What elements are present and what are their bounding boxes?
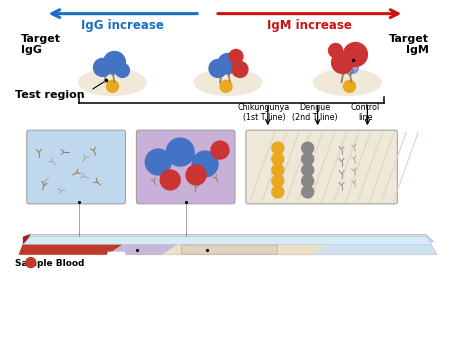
Circle shape xyxy=(26,258,36,268)
Circle shape xyxy=(272,175,284,187)
Text: Sample Blood: Sample Blood xyxy=(15,259,84,268)
Circle shape xyxy=(302,153,314,165)
Polygon shape xyxy=(115,252,117,255)
Circle shape xyxy=(302,142,314,154)
Circle shape xyxy=(343,42,367,66)
Polygon shape xyxy=(120,252,122,255)
Polygon shape xyxy=(19,245,122,255)
Ellipse shape xyxy=(194,69,262,95)
Text: Target
IgM: Target IgM xyxy=(389,34,429,55)
Circle shape xyxy=(107,80,118,92)
Circle shape xyxy=(343,80,356,92)
Polygon shape xyxy=(117,252,120,255)
Circle shape xyxy=(218,53,238,73)
Polygon shape xyxy=(19,234,31,255)
Ellipse shape xyxy=(314,69,381,95)
Polygon shape xyxy=(162,245,327,255)
Text: Dengue
(2nd T line): Dengue (2nd T line) xyxy=(292,103,338,122)
Circle shape xyxy=(272,186,284,198)
Polygon shape xyxy=(25,235,433,242)
FancyBboxPatch shape xyxy=(136,130,235,204)
Circle shape xyxy=(192,151,218,177)
Text: IgM increase: IgM increase xyxy=(267,19,352,32)
Text: IgG increase: IgG increase xyxy=(81,19,164,32)
Circle shape xyxy=(209,59,227,78)
Circle shape xyxy=(145,149,171,175)
Text: Chikungunya
(1st T line): Chikungunya (1st T line) xyxy=(238,103,290,122)
Circle shape xyxy=(302,164,314,176)
Circle shape xyxy=(332,51,353,73)
Circle shape xyxy=(160,170,180,190)
Circle shape xyxy=(272,153,284,165)
Circle shape xyxy=(186,165,206,185)
Text: Control
line: Control line xyxy=(351,103,380,122)
Circle shape xyxy=(166,138,194,166)
Text: Target
IgG: Target IgG xyxy=(21,34,61,55)
Polygon shape xyxy=(108,245,177,255)
Circle shape xyxy=(272,164,284,176)
Ellipse shape xyxy=(79,69,146,95)
Text: Test region: Test region xyxy=(15,90,85,100)
Circle shape xyxy=(272,142,284,154)
FancyBboxPatch shape xyxy=(246,130,397,204)
Circle shape xyxy=(232,62,248,78)
Circle shape xyxy=(116,64,130,78)
Circle shape xyxy=(94,58,112,76)
Circle shape xyxy=(229,50,243,64)
Polygon shape xyxy=(19,245,437,255)
Polygon shape xyxy=(312,245,437,255)
Polygon shape xyxy=(110,252,112,255)
Polygon shape xyxy=(108,252,110,255)
FancyBboxPatch shape xyxy=(27,130,126,204)
Circle shape xyxy=(302,175,314,187)
Circle shape xyxy=(328,44,342,57)
Circle shape xyxy=(302,186,314,198)
Polygon shape xyxy=(23,237,431,245)
Circle shape xyxy=(104,51,126,73)
Polygon shape xyxy=(122,252,125,255)
Circle shape xyxy=(346,62,359,73)
FancyBboxPatch shape xyxy=(182,245,277,254)
Circle shape xyxy=(211,141,229,159)
Polygon shape xyxy=(112,252,115,255)
Circle shape xyxy=(220,80,232,92)
